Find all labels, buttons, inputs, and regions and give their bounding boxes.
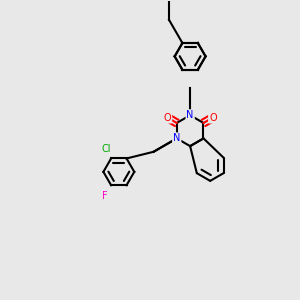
Text: N: N bbox=[186, 110, 194, 120]
Text: O: O bbox=[209, 112, 217, 123]
Text: F: F bbox=[102, 190, 108, 201]
Text: N: N bbox=[173, 134, 180, 143]
Text: O: O bbox=[164, 112, 171, 123]
Text: Cl: Cl bbox=[101, 144, 110, 154]
